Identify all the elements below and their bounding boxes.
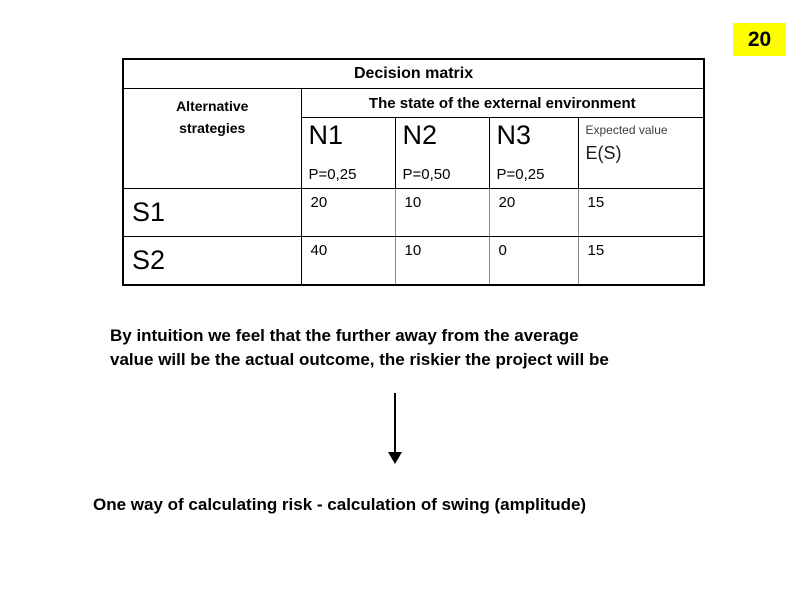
- table-row-s2: S2 40 10 0 15: [122, 236, 705, 286]
- cell-s1-expected: 15: [577, 188, 705, 237]
- row-header-cell: Alternative strategies: [122, 88, 302, 189]
- decision-matrix-table: Decision matrix Alternative strategies T…: [122, 58, 706, 286]
- table-title-row: Decision matrix: [122, 58, 705, 89]
- intuition-text-line-2: value will be the actual outcome, the ri…: [110, 350, 609, 369]
- expected-value-label: Expected value: [585, 123, 668, 137]
- state-name: N2: [402, 120, 438, 150]
- cell-s1-n3: 20: [488, 188, 579, 237]
- intuition-text-line-1: By intuition we feel that the further aw…: [110, 326, 579, 345]
- cell-s2-n1: 40: [300, 236, 396, 286]
- strategy-label: S1: [122, 188, 302, 237]
- state-probability: P=0,25: [496, 166, 545, 183]
- slide-number-badge: 20: [733, 23, 786, 56]
- table-title: Decision matrix: [122, 58, 705, 89]
- row-header-label: Alternative strategies: [176, 98, 249, 136]
- down-arrow-head-icon: [388, 452, 402, 464]
- state-name: N1: [308, 120, 344, 150]
- cell-s1-n1: 20: [300, 188, 396, 237]
- intuition-text: By intuition we feel that the further aw…: [110, 324, 609, 372]
- group-header-cell: The state of the external environment: [300, 88, 705, 118]
- state-probability: P=0,50: [402, 166, 451, 183]
- slide-number: 20: [747, 27, 772, 51]
- state-probability: P=0,25: [308, 166, 357, 183]
- expected-value-symbol: E(S): [585, 143, 622, 163]
- column-header-n2: N2 P=0,50: [394, 117, 490, 189]
- strategy-label: S2: [122, 236, 302, 286]
- cell-s2-expected: 15: [577, 236, 705, 286]
- cell-s2-n2: 10: [394, 236, 490, 286]
- conclusion-text: One way of calculating risk - calculatio…: [93, 495, 587, 514]
- column-header-expected-value: Expected value E(S): [577, 117, 705, 189]
- column-header-n1: N1 P=0,25: [300, 117, 396, 189]
- table-header-row: Alternative strategies The state of the …: [122, 88, 705, 189]
- column-header-n3: N3 P=0,25: [488, 117, 579, 189]
- table-subheader-row: N1 P=0,25 N2 P=0,50 N3 P=0,25: [123, 117, 705, 189]
- cell-s1-n2: 10: [394, 188, 490, 237]
- table-row-s1: S1 20 10 20 15: [122, 188, 705, 237]
- down-arrow-icon: [394, 393, 396, 453]
- cell-s2-n3: 0: [488, 236, 579, 286]
- state-name: N3: [496, 120, 532, 150]
